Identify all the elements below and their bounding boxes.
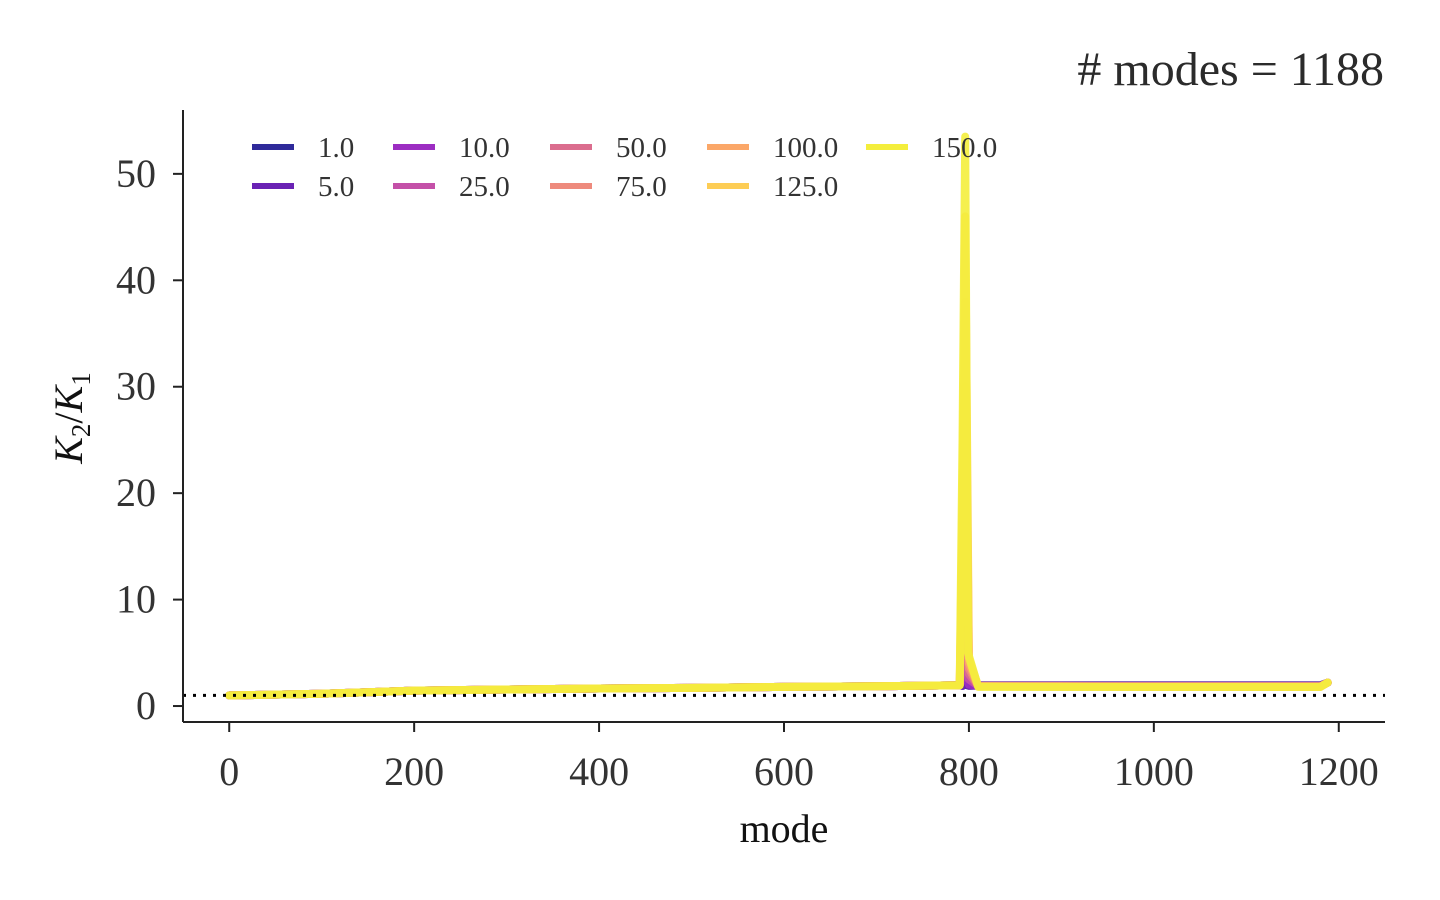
series-line-125-0 (225, 212, 1332, 700)
series-lines (225, 132, 1332, 700)
legend-label: 10.0 (459, 132, 510, 164)
legend-label: 25.0 (459, 171, 510, 203)
y-label-sub2: 2 (66, 424, 96, 438)
legend-label: 5.0 (318, 171, 354, 203)
legend-label: 100.0 (773, 132, 838, 164)
legend-label: 75.0 (616, 171, 667, 203)
legend-item-75-0: 75.0 (550, 171, 667, 203)
x-axis-label: mode (740, 806, 829, 851)
legend-item-150-0: 150.0 (866, 132, 997, 164)
legend-label: 125.0 (773, 171, 838, 203)
x-tick-label: 0 (219, 749, 239, 794)
y-label-slash: / (46, 412, 91, 424)
legend: 1.0 5.0 10.0 25.0 50.0 75.0 100.0 125.0 150.0 (252, 132, 997, 203)
y-tick-label: 20 (116, 470, 156, 515)
y-label-sub1: 1 (66, 372, 96, 386)
y-tick-label: 10 (116, 577, 156, 622)
y-ticks: 0 10 20 30 40 50 (116, 151, 183, 728)
series-line-25-0 (225, 595, 1332, 700)
x-tick-label: 1000 (1114, 749, 1194, 794)
y-label-k2: K (46, 435, 91, 465)
legend-label: 50.0 (616, 132, 667, 164)
y-label-k1: K (46, 383, 91, 413)
legend-item-10-0: 10.0 (393, 132, 510, 164)
series-line-150-0 (225, 132, 1332, 700)
legend-item-125-0: 125.0 (707, 171, 838, 203)
y-tick-label: 0 (136, 683, 156, 728)
x-tick-label: 600 (754, 749, 814, 794)
y-tick-label: 50 (116, 151, 156, 196)
series-line-100-0 (225, 297, 1332, 700)
y-tick-label: 30 (116, 364, 156, 409)
x-tick-label: 400 (569, 749, 629, 794)
legend-item-5-0: 5.0 (252, 171, 354, 203)
chart-title: # modes = 1188 (1077, 43, 1384, 96)
legend-label: 150.0 (932, 132, 997, 164)
series-line-75-0 (225, 382, 1332, 700)
x-ticks: 0 200 400 600 800 1000 1200 (219, 722, 1379, 794)
series-line-50-0 (225, 489, 1332, 700)
legend-label: 1.0 (318, 132, 354, 164)
legend-item-50-0: 50.0 (550, 132, 667, 164)
x-tick-label: 1200 (1299, 749, 1379, 794)
legend-item-100-0: 100.0 (707, 132, 838, 164)
x-tick-label: 200 (384, 749, 444, 794)
x-tick-label: 800 (939, 749, 999, 794)
y-axis-label: K2/K1 (46, 372, 96, 465)
legend-item-25-0: 25.0 (393, 171, 510, 203)
y-tick-label: 40 (116, 257, 156, 302)
legend-item-1-0: 1.0 (252, 132, 354, 164)
